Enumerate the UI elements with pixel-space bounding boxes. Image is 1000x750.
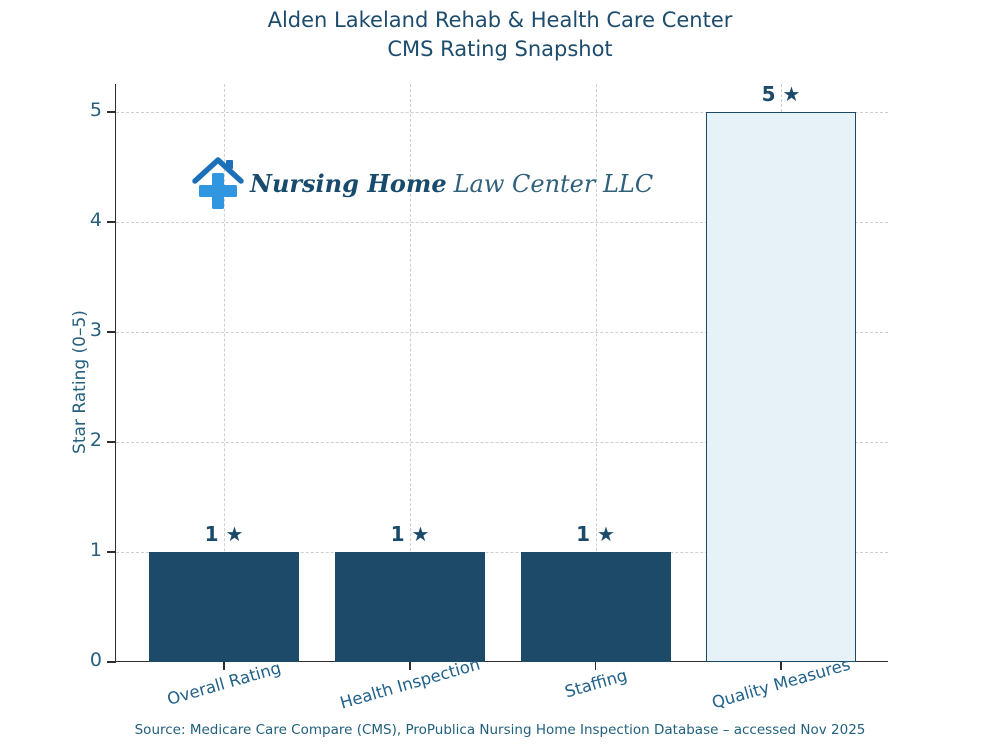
- chart-title-line1: Alden Lakeland Rehab & Health Care Cente…: [267, 8, 733, 32]
- bar-value-label-health-inspection: 1 ★: [390, 522, 430, 546]
- y-tick-mark: [107, 551, 116, 553]
- x-tick-mark: [594, 662, 597, 670]
- y-tick-label: 0: [89, 649, 102, 671]
- y-tick-mark: [107, 331, 116, 333]
- gridline-horizontal: [116, 442, 888, 443]
- house-medical-cross-icon: [192, 157, 244, 209]
- nursing-home-law-center-logo: Nursing Home Law Center LLC: [192, 154, 653, 212]
- y-tick-mark: [107, 441, 116, 443]
- gridline-horizontal: [116, 552, 888, 553]
- y-tick-mark: [107, 111, 116, 113]
- x-tick-label-staffing: Staffing: [562, 665, 629, 702]
- gridline-horizontal: [116, 222, 888, 223]
- x-tick-mark: [223, 662, 225, 670]
- gridline-vertical: [224, 84, 225, 661]
- y-tick-label: 5: [89, 99, 102, 121]
- bar-value-label-staffing: 1 ★: [576, 522, 615, 546]
- bar-value-label-quality-measures: 5 ★: [761, 82, 801, 106]
- logo-name-secondary: Law Center LLC: [453, 169, 654, 198]
- logo-name-primary: Nursing Home: [250, 168, 447, 198]
- bar-overall-rating: [149, 552, 299, 662]
- y-tick-label: 4: [89, 209, 102, 231]
- chart-title: Alden Lakeland Rehab & Health Care Cente…: [0, 6, 1000, 64]
- y-tick-label: 2: [89, 429, 102, 451]
- gridline-horizontal: [116, 332, 888, 333]
- y-tick-label: 3: [89, 319, 102, 341]
- y-tick-label: 1: [89, 539, 102, 561]
- logo-text: Nursing Home Law Center LLC: [250, 169, 653, 198]
- y-tick-mark: [107, 221, 116, 223]
- y-tick-mark: [107, 661, 116, 663]
- gridline-horizontal: [116, 112, 888, 113]
- bar-quality-measures: [706, 112, 856, 662]
- bar-health-inspection: [335, 552, 485, 662]
- bar-staffing: [520, 552, 671, 662]
- source-attribution: Source: Medicare Care Compare (CMS), Pro…: [134, 722, 866, 738]
- gridline-vertical: [410, 84, 411, 661]
- chart-title-line2: CMS Rating Snapshot: [387, 37, 613, 61]
- bar-value-label-overall-rating: 1 ★: [204, 522, 244, 546]
- x-tick-mark: [780, 662, 782, 670]
- gridline-vertical: [595, 84, 597, 661]
- x-tick-mark: [409, 662, 411, 670]
